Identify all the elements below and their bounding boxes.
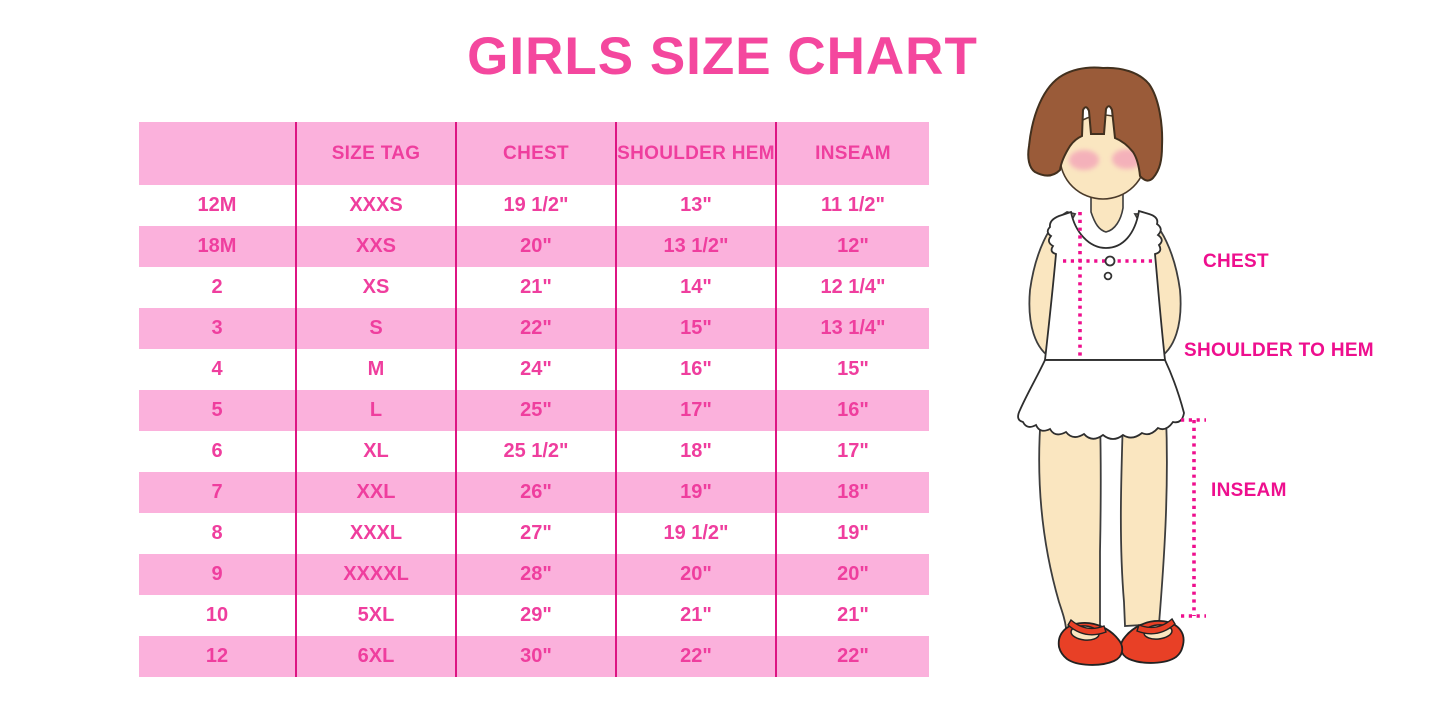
table-cell: 6: [139, 431, 297, 472]
table-cell: 13 1/2": [616, 226, 777, 267]
table-cell: 22": [456, 308, 617, 349]
chest-measurement-label: CHEST: [1203, 251, 1269, 272]
table-cell: 22": [616, 636, 777, 677]
table-row: 10 5XL 29" 21" 21": [139, 595, 929, 636]
table-cell: 12 1/4": [776, 267, 929, 308]
table-cell: 8: [139, 513, 297, 554]
table-cell: 10: [139, 595, 297, 636]
table-cell: S: [296, 308, 457, 349]
table-cell: 14": [616, 267, 777, 308]
table-cell: 18": [616, 431, 777, 472]
table-cell: 20": [776, 554, 929, 595]
table-cell: M: [296, 349, 457, 390]
table-row: 12M XXXS 19 1/2" 13" 11 1/2": [139, 185, 929, 226]
table-row: 9 XXXXL 28" 20" 20": [139, 554, 929, 595]
table-header-row: SIZE TAG CHEST SHOULDER HEM INSEAM: [139, 122, 929, 185]
column-header: SIZE TAG: [296, 122, 457, 185]
column-header: SHOULDER HEM: [616, 122, 777, 185]
inseam-measurement-label: INSEAM: [1211, 480, 1287, 501]
page-title: GIRLS SIZE CHART: [467, 27, 978, 86]
table-cell: 4: [139, 349, 297, 390]
table-cell: 25 1/2": [456, 431, 617, 472]
table-cell: 19 1/2": [456, 185, 617, 226]
table-cell: 16": [776, 390, 929, 431]
table-cell: 17": [776, 431, 929, 472]
table-cell: 21": [776, 595, 929, 636]
table-row: 8 XXXL 27" 19 1/2" 19": [139, 513, 929, 554]
table-cell: XXXXL: [296, 554, 457, 595]
table-cell: 22": [776, 636, 929, 677]
table-cell: 28": [456, 554, 617, 595]
table-cell: 6XL: [296, 636, 457, 677]
table-cell: 15": [776, 349, 929, 390]
table-cell: 29": [456, 595, 617, 636]
table-row: 2 XS 21" 14" 12 1/4": [139, 267, 929, 308]
table-cell: 12": [776, 226, 929, 267]
table-row: 3 S 22" 15" 13 1/4": [139, 308, 929, 349]
table-cell: 19": [776, 513, 929, 554]
table-cell: 24": [456, 349, 617, 390]
girl-skirt: [1017, 359, 1185, 440]
table-cell: 3: [139, 308, 297, 349]
table-cell: 5: [139, 390, 297, 431]
table-cell: 9: [139, 554, 297, 595]
table-cell: XXXS: [296, 185, 457, 226]
table-row: 18M XXS 20" 13 1/2" 12": [139, 226, 929, 267]
table-cell: 19": [616, 472, 777, 513]
table-cell: 21": [456, 267, 617, 308]
size-chart-table: SIZE TAG CHEST SHOULDER HEM INSEAM 12M XXXS 1…: [139, 122, 929, 677]
table-cell: 25": [456, 390, 617, 431]
girl-shoes: [1057, 617, 1185, 666]
girl-legs: [1038, 413, 1168, 629]
shirt-buttons: [1103, 255, 1116, 281]
table-cell: 20": [456, 226, 617, 267]
table-cell: XL: [296, 431, 457, 472]
table-cell: XXXL: [296, 513, 457, 554]
table-cell: XXS: [296, 226, 457, 267]
table-row: 12 6XL 30" 22" 22": [139, 636, 929, 677]
table-cell: 13 1/4": [776, 308, 929, 349]
table-cell: 15": [616, 308, 777, 349]
table-cell: 12: [139, 636, 297, 677]
table-cell: 20": [616, 554, 777, 595]
table-cell: 17": [616, 390, 777, 431]
table-cell: L: [296, 390, 457, 431]
table-cell: 16": [616, 349, 777, 390]
table-cell: 27": [456, 513, 617, 554]
table-cell: 2: [139, 267, 297, 308]
table-cell: 18": [776, 472, 929, 513]
table-cell: 5XL: [296, 595, 457, 636]
shoulder-to-hem-measurement-label: SHOULDER TO HEM: [1184, 340, 1374, 361]
table-row: 6 XL 25 1/2" 18" 17": [139, 431, 929, 472]
table-cell: XXL: [296, 472, 457, 513]
table-cell: 21": [616, 595, 777, 636]
table-cell: 12M: [139, 185, 297, 226]
column-header: CHEST: [456, 122, 617, 185]
girl-figure-illustration: [1017, 66, 1206, 666]
table-cell: 7: [139, 472, 297, 513]
column-header: [139, 122, 297, 185]
table-row: 7 XXL 26" 19" 18": [139, 472, 929, 513]
table-cell: XS: [296, 267, 457, 308]
girl-top: [1043, 209, 1167, 361]
table-row: 4 M 24" 16" 15": [139, 349, 929, 390]
table-cell: 18M: [139, 226, 297, 267]
column-header: INSEAM: [776, 122, 929, 185]
table-cell: 30": [456, 636, 617, 677]
table-cell: 11 1/2": [776, 185, 929, 226]
table-row: 5 L 25" 17" 16": [139, 390, 929, 431]
girl-hair: [1027, 66, 1164, 182]
table-cell: 13": [616, 185, 777, 226]
table-cell: 26": [456, 472, 617, 513]
table-cell: 19 1/2": [616, 513, 777, 554]
